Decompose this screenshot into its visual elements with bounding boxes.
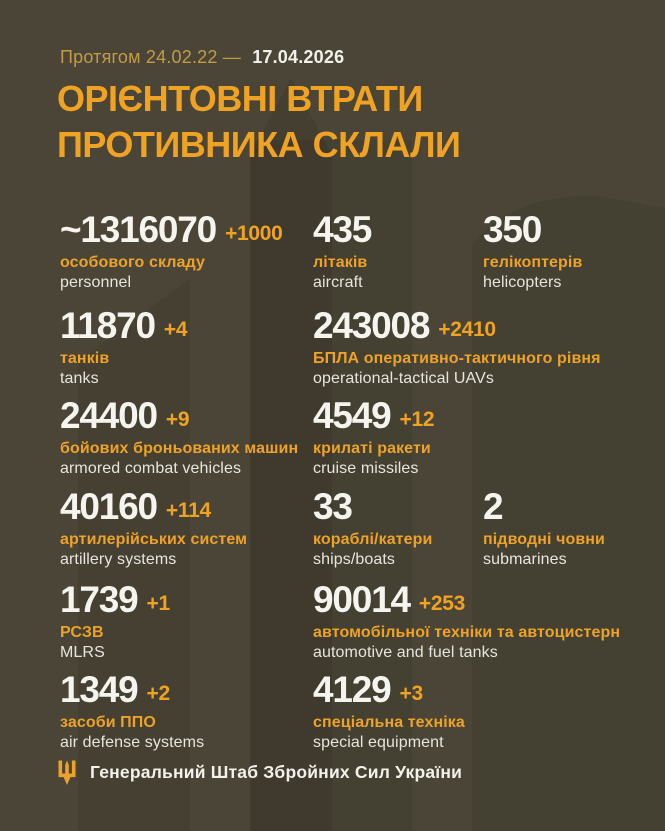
stat-cruise-missiles: 4549 +12 крилаті ракети cruise missiles (313, 395, 435, 478)
stat-automotive: 90014 +253 автомобільної техніки та автоц… (313, 580, 620, 662)
stat-label-ua: автомобільної техніки та автоцистерн (313, 624, 621, 641)
stat-helicopters: 350 гелікоптерів helicopters (483, 210, 582, 292)
stat-label-ua: спеціальна техніка (313, 714, 465, 731)
stat-value: 243008 (313, 305, 430, 346)
stat-value: 2 (483, 486, 504, 527)
stat-artillery: 40160 +114 артилерійських систем artiller… (60, 487, 247, 569)
stat-value: 4129 (313, 669, 392, 710)
stat-air-defense: 1349 +2 засоби ППО air defense systems (60, 670, 204, 752)
stat-value: 11870 (60, 305, 156, 346)
stat-value: 4549 (313, 395, 392, 436)
stat-label-en: automotive and fuel tanks (313, 644, 498, 661)
stat-delta: +2410 (438, 318, 496, 341)
trident-icon (58, 760, 76, 785)
stat-delta: +1000 (225, 222, 283, 245)
stat-label-ua: РСЗВ (60, 624, 104, 641)
stat-value: 1739 (60, 579, 139, 620)
stat-label-en: helicopters (483, 274, 562, 291)
stat-label-ua: підводні човни (483, 531, 605, 548)
stat-label-ua: бойових броньованих машин (60, 440, 299, 457)
stat-label-ua: БПЛА оперативно-тактичного рівня (313, 350, 601, 367)
stat-value: ~1316070 (60, 209, 217, 250)
stat-label-en: ships/boats (313, 551, 396, 568)
stat-delta: +9 (165, 408, 190, 431)
period-prefix: Протягом 24.02.22 — (60, 47, 241, 67)
footer-org-name: Генеральний Штаб Збройних Сил України (90, 762, 463, 782)
stat-label-en: air defense systems (60, 734, 205, 751)
stat-delta: +4 (163, 318, 188, 341)
stat-uavs: 243008 +2410 БПЛА оперативно-тактичного р… (313, 306, 601, 388)
stat-label-en: special equipment (313, 734, 444, 751)
stat-aircraft: 435 літаків aircraft (313, 210, 380, 292)
stat-value: 90014 (313, 579, 411, 620)
stat-label-ua: артилерійських систем (60, 531, 248, 548)
period-line: Протягом 24.02.22 — 17.04.2026 (60, 47, 344, 68)
stat-value: 1349 (60, 669, 139, 710)
stat-label-ua: кораблі/катери (313, 531, 433, 548)
stat-special-equipment: 4129 +3 спеціальна техніка special equipm… (313, 670, 465, 752)
stat-value: 350 (483, 209, 542, 250)
stat-mlrs: 1739 +1 РСЗВ MLRS (60, 580, 170, 662)
stat-label-ua: гелікоптерів (483, 254, 583, 271)
stat-label-ua: танків (60, 350, 110, 367)
stat-delta: +1 (146, 592, 171, 615)
stat-label-en: tanks (60, 370, 99, 387)
stat-label-ua: літаків (313, 254, 368, 271)
stat-armored-vehicles: 24400 +9 бойових броньованих машин armore… (60, 396, 298, 478)
stat-label-ua: засоби ППО (60, 714, 156, 731)
stat-label-en: cruise missiles (313, 460, 419, 477)
stat-value: 435 (313, 209, 372, 250)
stat-label-en: submarines (483, 551, 567, 568)
stat-label-en: armored combat vehicles (60, 460, 242, 477)
stat-value: 40160 (60, 486, 158, 527)
stat-tanks: 11870 +4 танків tanks (60, 305, 188, 388)
stat-label-ua: крилаті ракети (313, 440, 431, 457)
page-title-line1: ОРІЄНТОВНІ ВТРАТИ (57, 78, 423, 119)
stat-label-ua: особового складу (60, 254, 205, 271)
stat-ships: 33 кораблі/катери ships/boats (313, 487, 432, 569)
stat-delta: +2 (146, 682, 171, 705)
page-title-line2: ПРОТИВНИКА СКЛАЛИ (57, 124, 461, 165)
stat-label-en: personnel (60, 274, 132, 291)
footer: Генеральний Штаб Збройних Сил України (57, 759, 462, 786)
stat-label-en: artillery systems (60, 551, 177, 568)
stat-personnel: ~1316070 +1000 особового складу personnel (60, 210, 283, 292)
stat-delta: +114 (165, 499, 211, 522)
stat-submarines: 2 підводні човни submarines (483, 487, 605, 569)
stat-value: 24400 (60, 395, 158, 436)
stat-value: 33 (313, 486, 353, 527)
stat-delta: +12 (399, 408, 435, 431)
stat-delta: +253 (418, 592, 465, 615)
stat-label-en: MLRS (60, 644, 105, 661)
period-date: 17.04.2026 (252, 47, 345, 67)
stat-label-en: operational-tactical UAVs (313, 370, 494, 387)
stat-delta: +3 (399, 682, 424, 705)
page-title: ОРІЄНТОВНІ ВТРАТИ ПРОТИВНИКА СКЛАЛИ (57, 76, 461, 168)
stat-label-en: aircraft (313, 274, 363, 291)
